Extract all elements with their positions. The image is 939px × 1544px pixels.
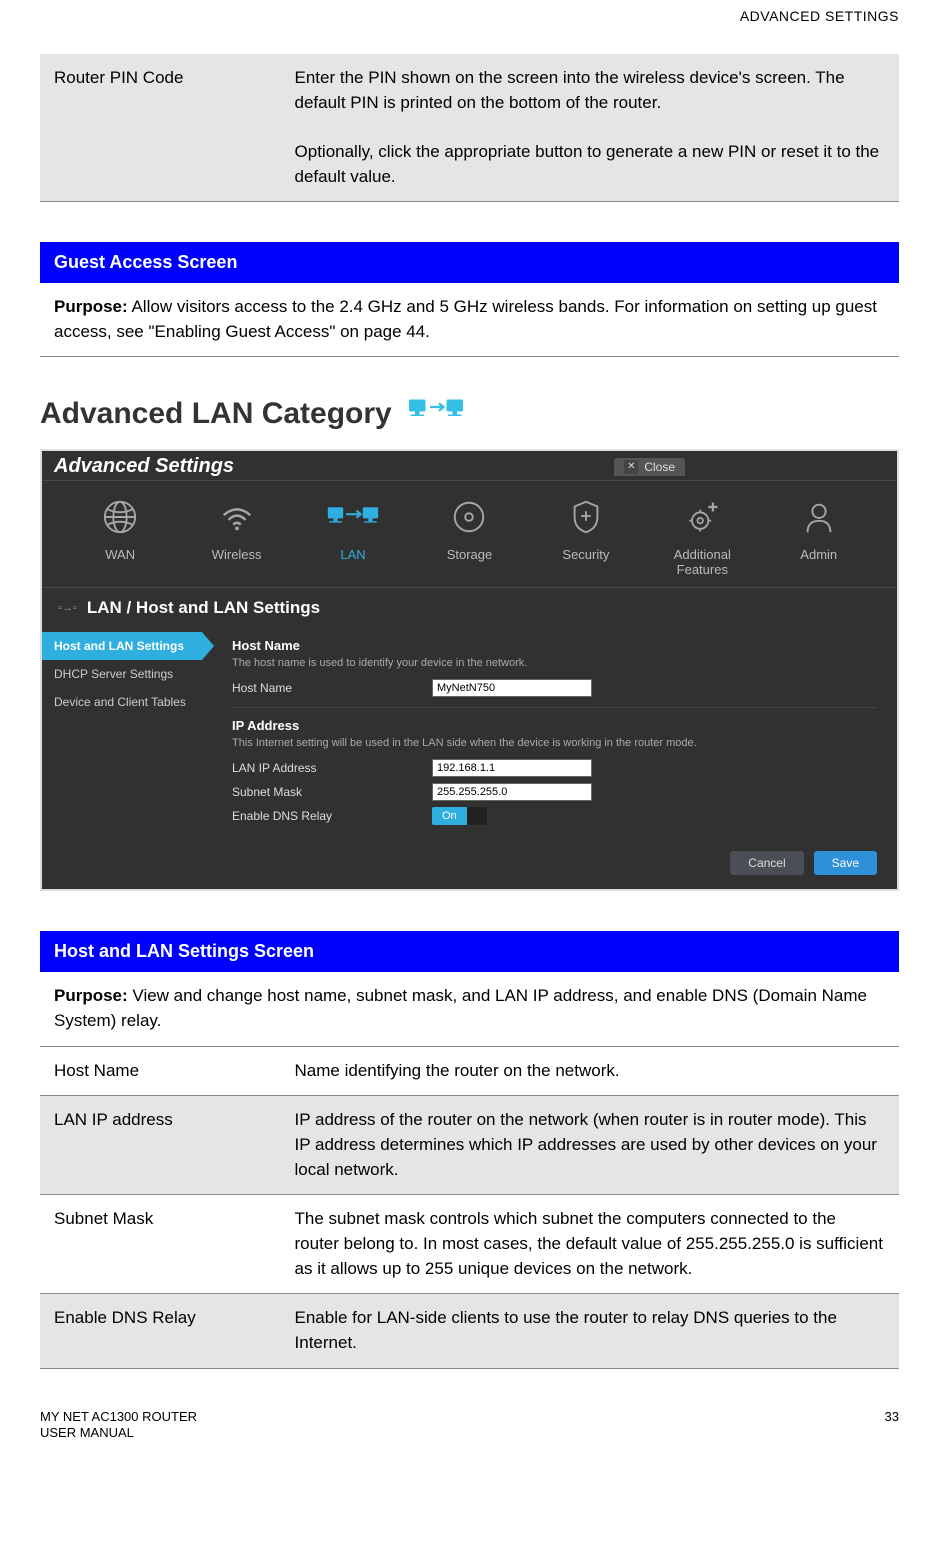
subnet-label: Subnet Mask	[232, 785, 432, 799]
close-icon: ✕	[624, 460, 638, 474]
category-heading: Advanced LAN Category	[40, 393, 899, 435]
close-label: Close	[644, 460, 675, 474]
table-row: LAN IP address IP address of the router …	[40, 1096, 899, 1195]
tab-storage[interactable]: Storage	[419, 497, 519, 577]
subnet-input[interactable]	[432, 783, 592, 801]
toggle-on: On	[432, 807, 467, 825]
tab-security[interactable]: Security	[536, 497, 636, 577]
hostname-row: Host Name	[232, 679, 877, 697]
lan-ip-input[interactable]	[432, 759, 592, 777]
lan-ip-label: LAN IP Address	[232, 761, 432, 775]
footer-line1: MY NET AC1300 ROUTER	[40, 1409, 197, 1426]
guest-access-header: Guest Access Screen	[40, 242, 899, 283]
breadcrumb: ▫→▫ LAN / Host and LAN Settings	[42, 588, 897, 628]
hostname-section-desc: The host name is used to identify your d…	[232, 657, 877, 669]
wifi-icon	[218, 497, 256, 537]
table-row: Subnet Mask The subnet mask controls whi…	[40, 1195, 899, 1294]
tab-label: Wireless	[212, 547, 262, 562]
tab-label: LAN	[340, 547, 365, 562]
sidebar-item-host-lan[interactable]: Host and LAN Settings	[42, 632, 202, 660]
globe-icon	[101, 497, 139, 537]
page-number: 33	[885, 1409, 899, 1443]
save-button[interactable]: Save	[814, 851, 877, 875]
hostname-section-title: Host Name	[232, 638, 877, 653]
ip-section-title: IP Address	[232, 718, 877, 733]
cancel-button[interactable]: Cancel	[730, 851, 803, 875]
row-desc: Enter the PIN shown on the screen into t…	[281, 54, 899, 202]
ss-title: Advanced Settings	[54, 455, 234, 478]
row-label: Host Name	[40, 1047, 281, 1096]
hostname-label: Host Name	[232, 681, 432, 695]
host-lan-table: Host Name Name identifying the router on…	[40, 1047, 899, 1369]
dns-relay-row: Enable DNS Relay On	[232, 807, 877, 825]
row-label: Router PIN Code	[40, 54, 281, 202]
shield-icon	[567, 497, 605, 537]
sidebar: Host and LAN Settings DHCP Server Settin…	[42, 628, 202, 843]
category-heading-text: Advanced LAN Category	[40, 397, 392, 431]
tab-label: WAN	[105, 547, 135, 562]
row-label: LAN IP address	[40, 1096, 281, 1195]
tab-wan[interactable]: WAN	[70, 497, 170, 577]
host-lan-header: Host and LAN Settings Screen	[40, 931, 899, 972]
row-label: Subnet Mask	[40, 1195, 281, 1294]
toggle-off	[467, 807, 487, 825]
tab-wireless[interactable]: Wireless	[187, 497, 287, 577]
guest-access-body: Purpose: Allow visitors access to the 2.…	[40, 283, 899, 357]
subnet-row: Subnet Mask	[232, 783, 877, 801]
host-lan-purpose: Purpose: View and change host name, subn…	[40, 972, 899, 1046]
gear-plus-icon	[682, 497, 722, 537]
router-ui-screenshot: Advanced Settings ✕ Close WAN Wireless L…	[40, 449, 899, 891]
lan-ip-row: LAN IP Address	[232, 759, 877, 777]
hostname-input[interactable]	[432, 679, 592, 697]
row-desc: Enable for LAN-side clients to use the r…	[281, 1294, 899, 1368]
table-row: Enable DNS Relay Enable for LAN-side cli…	[40, 1294, 899, 1368]
dns-relay-label: Enable DNS Relay	[232, 809, 432, 823]
tab-label: Admin	[800, 547, 837, 562]
tab-additional-features[interactable]: Additional Features	[652, 497, 752, 577]
purpose-label: Purpose:	[54, 986, 128, 1005]
row-label: Enable DNS Relay	[40, 1294, 281, 1368]
row-desc: Name identifying the router on the netwo…	[281, 1047, 899, 1096]
page-header: ADVANCED SETTINGS	[40, 0, 899, 54]
sidebar-item-dhcp[interactable]: DHCP Server Settings	[42, 660, 202, 688]
tab-label: Storage	[447, 547, 493, 562]
table-row: Host Name Name identifying the router on…	[40, 1047, 899, 1096]
tab-bar: WAN Wireless LAN Storage Security Additi…	[42, 481, 897, 588]
purpose-text: Allow visitors access to the 2.4 GHz and…	[54, 297, 877, 341]
close-button[interactable]: ✕ Close	[614, 458, 685, 476]
dns-relay-toggle[interactable]: On	[432, 807, 487, 825]
page-footer: MY NET AC1300 ROUTER USER MANUAL 33	[40, 1379, 899, 1459]
purpose-text: View and change host name, subnet mask, …	[54, 986, 867, 1030]
sidebar-item-device-tables[interactable]: Device and Client Tables	[42, 688, 202, 716]
tab-label: Additional Features	[652, 547, 752, 577]
lan-icon	[325, 497, 381, 537]
tab-admin[interactable]: Admin	[769, 497, 869, 577]
row-desc: The subnet mask controls which subnet th…	[281, 1195, 899, 1294]
breadcrumb-text: LAN / Host and LAN Settings	[87, 598, 320, 618]
user-icon	[800, 497, 838, 537]
footer-line2: USER MANUAL	[40, 1425, 197, 1442]
router-pin-table: Router PIN Code Enter the PIN shown on t…	[40, 54, 899, 202]
breadcrumb-icon: ▫→▫	[58, 602, 77, 614]
main-panel: Host Name The host name is used to ident…	[202, 628, 897, 843]
row-desc: IP address of the router on the network …	[281, 1096, 899, 1195]
table-row: Router PIN Code Enter the PIN shown on t…	[40, 54, 899, 202]
tab-lan[interactable]: LAN	[303, 497, 403, 577]
lan-icon	[406, 393, 466, 435]
purpose-label: Purpose:	[54, 297, 128, 316]
button-row: Cancel Save	[42, 843, 897, 889]
ip-section-desc: This Internet setting will be used in th…	[232, 737, 877, 749]
tab-label: Security	[562, 547, 609, 562]
storage-icon	[450, 497, 488, 537]
